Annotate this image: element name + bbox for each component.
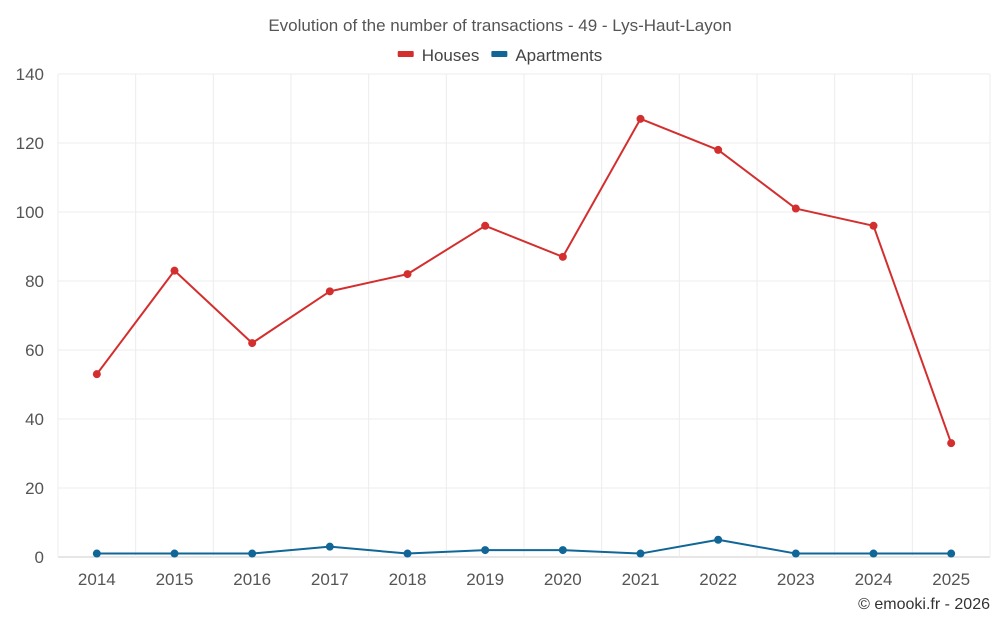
houses-point[interactable]: [481, 221, 490, 230]
apartments-point[interactable]: [714, 535, 723, 544]
houses-point[interactable]: [869, 221, 878, 230]
apartments-point[interactable]: [947, 549, 956, 558]
x-tick-label: 2022: [699, 570, 737, 589]
houses-point[interactable]: [92, 370, 101, 379]
x-tick-label: 2020: [544, 570, 582, 589]
x-tick-label: 2024: [855, 570, 893, 589]
apartments-point[interactable]: [791, 549, 800, 558]
x-tick-label: 2019: [466, 570, 504, 589]
apartments-point[interactable]: [869, 549, 878, 558]
x-tick-label: 2014: [78, 570, 116, 589]
grid-lines: [57, 73, 991, 558]
x-tick-label: 2025: [932, 570, 970, 589]
x-tick-label: 2023: [777, 570, 815, 589]
series-group: [92, 114, 956, 558]
houses-point[interactable]: [636, 114, 645, 123]
houses-point[interactable]: [325, 287, 334, 296]
apartments-point[interactable]: [248, 549, 257, 558]
x-tick-label: 2017: [311, 570, 349, 589]
chart-title: Evolution of the number of transactions …: [268, 16, 731, 35]
y-tick-label: 40: [25, 410, 44, 429]
houses-point[interactable]: [558, 252, 567, 261]
y-tick-label: 80: [25, 272, 44, 291]
x-tick-label: 2018: [389, 570, 427, 589]
x-tick-label: 2021: [622, 570, 660, 589]
houses-point[interactable]: [714, 145, 723, 154]
y-tick-label: 120: [16, 134, 44, 153]
x-tick-label: 2016: [233, 570, 271, 589]
y-tick-label: 140: [16, 65, 44, 84]
apartments-point[interactable]: [92, 549, 101, 558]
houses-point[interactable]: [947, 439, 956, 448]
apartments-point[interactable]: [481, 546, 490, 555]
y-tick-label: 60: [25, 341, 44, 360]
y-tick-label: 100: [16, 203, 44, 222]
houses-legend-label[interactable]: Houses: [422, 46, 480, 65]
legend: Houses Apartments: [397, 46, 602, 65]
apartments-point[interactable]: [636, 549, 645, 558]
apartments-line: [96, 538, 952, 555]
houses-point[interactable]: [248, 339, 257, 348]
x-tick-label: 2015: [156, 570, 194, 589]
apartments-legend-label[interactable]: Apartments: [515, 46, 602, 65]
apartments-legend-swatch[interactable]: [491, 51, 508, 57]
x-axis: 2014 2015 2016 2017 2018 2019 2020 2021 2022 2023…: [78, 570, 970, 589]
houses-point[interactable]: [791, 204, 800, 213]
apartments-point[interactable]: [325, 542, 334, 551]
y-tick-label: 20: [25, 479, 44, 498]
y-tick-label: 0: [35, 548, 44, 567]
houses-legend-swatch[interactable]: [397, 51, 414, 57]
houses-point[interactable]: [403, 270, 412, 279]
y-axis: 0 20 40 60 80 100 120 140: [16, 65, 44, 567]
houses-line: [96, 117, 953, 444]
houses-point[interactable]: [170, 266, 179, 275]
apartments-point[interactable]: [170, 549, 179, 558]
apartments-point[interactable]: [558, 546, 567, 555]
apartments-point[interactable]: [403, 549, 412, 558]
credit-text: © emooki.fr - 2026: [858, 596, 990, 613]
